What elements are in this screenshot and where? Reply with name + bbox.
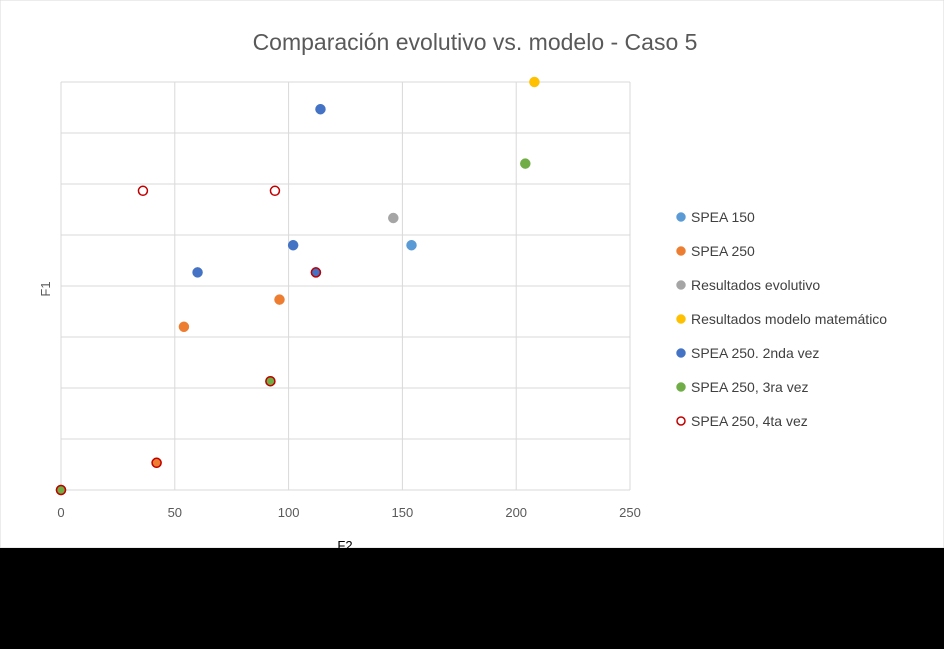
x-tick-label: 150 xyxy=(392,505,414,520)
x-tick-label: 50 xyxy=(168,505,182,520)
x-tick-label: 0 xyxy=(57,505,64,520)
data-point xyxy=(192,267,203,278)
data-point xyxy=(265,375,276,387)
data-point xyxy=(388,212,399,224)
data-point xyxy=(137,185,149,197)
legend-marker xyxy=(676,280,686,290)
x-tick-label: 200 xyxy=(505,505,527,520)
legend-label: SPEA 250, 4ta vez xyxy=(691,413,808,429)
y-axis-label: F1 xyxy=(38,281,53,296)
legend-label: SPEA 250 xyxy=(691,243,755,259)
x-tick-label: 100 xyxy=(278,505,300,520)
chart-title: Comparación evolutivo vs. modelo - Caso … xyxy=(253,29,698,55)
legend-label: SPEA 150 xyxy=(691,209,755,225)
chart-area: Comparación evolutivo vs. modelo - Caso … xyxy=(0,0,944,548)
legend-marker xyxy=(676,382,686,392)
legend-marker xyxy=(676,314,686,324)
x-tick-labels: 0 50 100 150 200 250 xyxy=(57,505,640,520)
data-point xyxy=(269,185,281,197)
data-point xyxy=(315,103,326,115)
legend: SPEA 150 SPEA 250 Resultados evolutivo Resu… xyxy=(676,209,887,429)
scatter-chart: Comparación evolutivo vs. modelo - Caso … xyxy=(0,0,944,548)
legend-label: Resultados modelo matemático xyxy=(691,311,887,327)
data-point xyxy=(287,239,299,251)
data-point xyxy=(55,484,67,496)
data-point xyxy=(178,321,190,333)
legend-label: Resultados evolutivo xyxy=(691,277,820,293)
legend-marker xyxy=(676,348,686,358)
data-point xyxy=(406,239,417,251)
data-point xyxy=(151,457,162,469)
data-point xyxy=(274,294,285,305)
legend-label: SPEA 250. 2nda vez xyxy=(691,345,819,361)
x-tick-label: 250 xyxy=(619,505,641,520)
data-point xyxy=(529,76,540,88)
legend-marker xyxy=(676,212,686,222)
legend-marker xyxy=(676,416,686,426)
gridlines xyxy=(60,81,631,491)
legend-marker xyxy=(676,246,686,256)
data-point xyxy=(520,158,531,169)
data-points xyxy=(55,76,540,496)
data-point xyxy=(310,267,322,278)
legend-label: SPEA 250, 3ra vez xyxy=(691,379,809,395)
